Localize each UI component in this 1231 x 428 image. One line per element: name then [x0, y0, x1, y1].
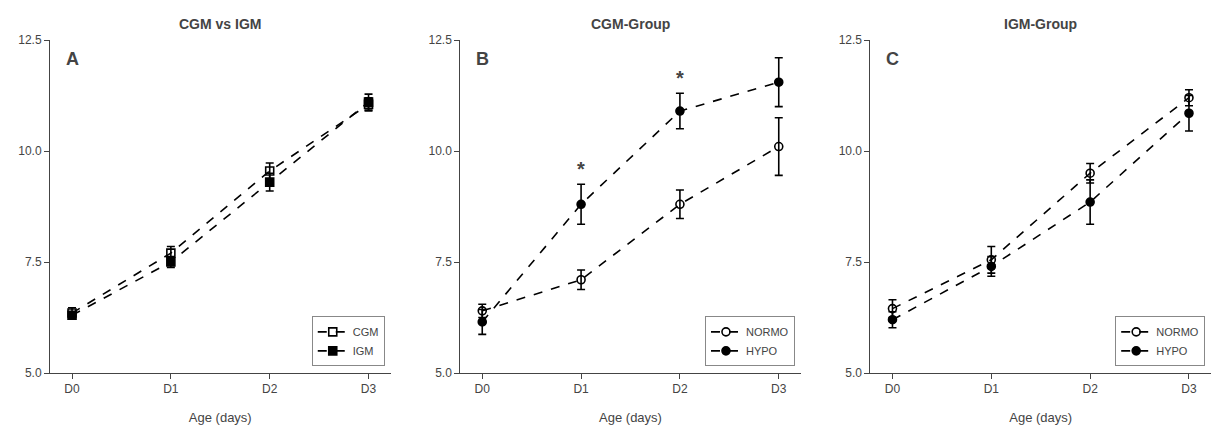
svg-text:5.0: 5.0 [845, 366, 862, 380]
svg-text:D1: D1 [163, 382, 179, 396]
svg-text:D2: D2 [672, 382, 688, 396]
svg-text:D3: D3 [1181, 382, 1197, 396]
svg-text:B: B [476, 49, 489, 69]
svg-text:Age (days): Age (days) [1009, 410, 1072, 425]
svg-text:D0: D0 [64, 382, 80, 396]
svg-text:HYPO: HYPO [746, 345, 778, 357]
svg-text:A: A [66, 49, 79, 69]
svg-text:5.0: 5.0 [25, 366, 42, 380]
svg-text:D1: D1 [984, 382, 1000, 396]
svg-text:12.5: 12.5 [18, 33, 42, 47]
svg-text:12.5: 12.5 [839, 33, 863, 47]
svg-text:*: * [676, 67, 684, 89]
svg-text:7.5: 7.5 [25, 255, 42, 269]
svg-text:C: C [886, 49, 899, 69]
svg-text:7.5: 7.5 [435, 255, 452, 269]
svg-text:CGM vs IGM: CGM vs IGM [179, 16, 261, 32]
svg-text:*: * [577, 158, 585, 180]
svg-text:IGM: IGM [353, 345, 374, 357]
svg-text:10.0: 10.0 [428, 144, 452, 158]
svg-text:D0: D0 [475, 382, 491, 396]
svg-text:CGM: CGM [353, 326, 379, 338]
svg-text:D1: D1 [573, 382, 589, 396]
svg-text:D3: D3 [361, 382, 377, 396]
svg-text:D0: D0 [885, 382, 901, 396]
svg-text:Age (days): Age (days) [599, 410, 662, 425]
svg-text:10.0: 10.0 [18, 144, 42, 158]
svg-text:5.0: 5.0 [435, 366, 452, 380]
svg-text:D2: D2 [1082, 382, 1098, 396]
svg-text:D2: D2 [262, 382, 278, 396]
svg-text:CGM-Group: CGM-Group [591, 16, 670, 32]
svg-text:IGM-Group: IGM-Group [1004, 16, 1077, 32]
svg-text:HYPO: HYPO [1156, 345, 1188, 357]
svg-text:NORMO: NORMO [1156, 326, 1199, 338]
svg-text:D3: D3 [771, 382, 787, 396]
svg-text:10.0: 10.0 [839, 144, 863, 158]
svg-text:NORMO: NORMO [746, 326, 789, 338]
svg-text:7.5: 7.5 [845, 255, 862, 269]
svg-text:12.5: 12.5 [428, 33, 452, 47]
svg-text:Age (days): Age (days) [189, 410, 252, 425]
